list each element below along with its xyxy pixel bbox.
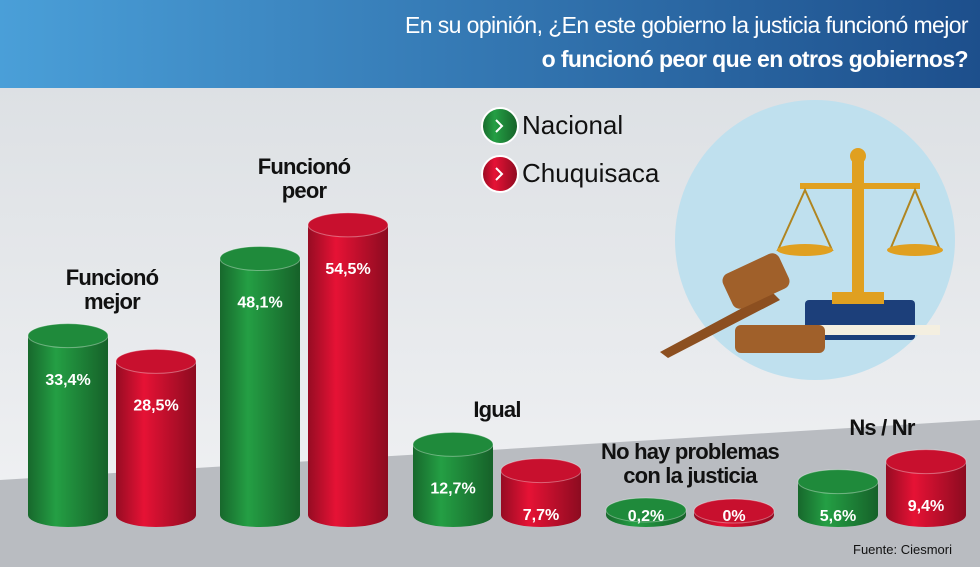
- category-label: Funcionó peor: [257, 153, 351, 203]
- bar: [27, 323, 109, 527]
- legend-chevron: [495, 119, 504, 133]
- bar-cap: [307, 212, 389, 238]
- title-line: En su opinión, ¿En este gobierno la just…: [405, 12, 969, 38]
- value-label: 0,2%: [628, 508, 664, 525]
- bar-cap: [797, 469, 879, 495]
- category-label: Igual: [473, 397, 521, 423]
- bar-cap: [219, 245, 301, 271]
- value-label: 12,7%: [430, 481, 475, 498]
- bar-body: [28, 335, 108, 527]
- bar: [500, 458, 582, 527]
- category-label: Ns / Nr: [849, 414, 915, 440]
- bar-cap: [605, 497, 687, 523]
- bar-body: [886, 461, 966, 527]
- bar-cap: [27, 323, 109, 349]
- bar-cap: [885, 449, 967, 475]
- value-label: 33,4%: [45, 372, 90, 389]
- value-label: 48,1%: [237, 295, 282, 312]
- legend-marker: [481, 155, 519, 193]
- bar-body: [116, 361, 196, 527]
- category-label: No hay problemas con la justicia: [601, 438, 780, 488]
- bar-cap: [693, 498, 775, 524]
- legend-marker: [481, 107, 519, 145]
- value-label: 5,6%: [820, 508, 856, 525]
- value-label: 9,4%: [908, 498, 944, 515]
- bar-body: [220, 258, 300, 527]
- legend-chevron: [495, 167, 504, 181]
- bar: [219, 245, 301, 527]
- bar-body: [798, 481, 878, 527]
- justice-illustration: [660, 100, 955, 380]
- bar: [605, 497, 687, 527]
- bar-cap: [412, 431, 494, 457]
- value-label: 0%: [722, 508, 745, 525]
- legend-label: Nacional: [522, 110, 624, 140]
- bar-cap: [115, 348, 197, 374]
- bar-body: [501, 470, 581, 527]
- bar: [885, 449, 967, 527]
- value-label: 54,5%: [325, 261, 370, 278]
- category-label: Funcionó mejor: [65, 264, 159, 314]
- legend-label: Chuquisaca: [522, 158, 660, 188]
- bar-body: [413, 444, 493, 527]
- bar: [115, 348, 197, 527]
- bar: [693, 498, 775, 527]
- bar: [307, 212, 389, 527]
- bar: [797, 469, 879, 527]
- bar-body: [308, 224, 388, 527]
- bar: [412, 431, 494, 527]
- header-band: [0, 0, 980, 88]
- value-label: 7,7%: [523, 507, 559, 524]
- title-line: o funcionó peor que en otros gobiernos?: [541, 46, 969, 72]
- value-label: 28,5%: [133, 398, 178, 415]
- bar-cap: [500, 458, 582, 484]
- source: Fuente: Ciesmori: [853, 542, 952, 557]
